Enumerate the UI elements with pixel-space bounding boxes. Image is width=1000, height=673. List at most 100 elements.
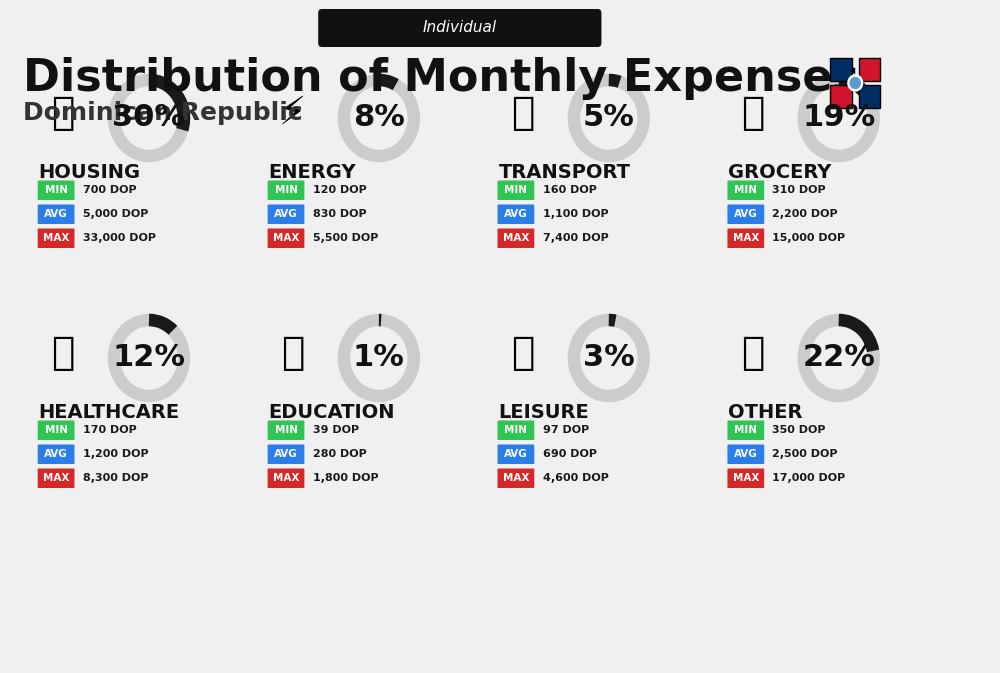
Text: MAX: MAX <box>733 234 759 244</box>
Text: 350 DOP: 350 DOP <box>772 425 826 435</box>
Text: OTHER: OTHER <box>728 404 803 423</box>
FancyBboxPatch shape <box>727 444 764 464</box>
Text: MIN: MIN <box>275 185 298 195</box>
Text: 33,000 DOP: 33,000 DOP <box>83 234 156 244</box>
Text: 170 DOP: 170 DOP <box>83 425 137 435</box>
FancyBboxPatch shape <box>268 180 304 200</box>
FancyBboxPatch shape <box>38 421 74 440</box>
Text: ENERGY: ENERGY <box>269 164 356 182</box>
Text: 1,100 DOP: 1,100 DOP <box>543 209 608 219</box>
Text: 5,000 DOP: 5,000 DOP <box>83 209 148 219</box>
FancyBboxPatch shape <box>268 205 304 224</box>
FancyBboxPatch shape <box>727 468 764 488</box>
FancyBboxPatch shape <box>830 85 852 108</box>
Text: 🛍: 🛍 <box>511 334 534 372</box>
FancyBboxPatch shape <box>498 229 534 248</box>
Text: 💰: 💰 <box>741 334 764 372</box>
Text: 19%: 19% <box>802 104 875 133</box>
Text: AVG: AVG <box>504 450 528 459</box>
Text: HOUSING: HOUSING <box>39 164 141 182</box>
Text: 1,800 DOP: 1,800 DOP <box>313 473 378 483</box>
Text: TRANSPORT: TRANSPORT <box>498 164 630 182</box>
Text: MAX: MAX <box>503 473 529 483</box>
FancyBboxPatch shape <box>318 9 601 47</box>
Text: 2,200 DOP: 2,200 DOP <box>772 209 838 219</box>
Text: 4,600 DOP: 4,600 DOP <box>543 473 608 483</box>
FancyBboxPatch shape <box>268 421 304 440</box>
Text: 97 DOP: 97 DOP <box>543 425 589 435</box>
Text: 3%: 3% <box>583 343 635 372</box>
Text: MIN: MIN <box>504 185 527 195</box>
Text: HEALTHCARE: HEALTHCARE <box>39 404 180 423</box>
Text: 🏥: 🏥 <box>51 334 74 372</box>
Text: MIN: MIN <box>45 185 68 195</box>
FancyBboxPatch shape <box>38 180 74 200</box>
Text: MIN: MIN <box>275 425 298 435</box>
FancyBboxPatch shape <box>268 229 304 248</box>
Text: 1,200 DOP: 1,200 DOP <box>83 450 148 459</box>
Text: AVG: AVG <box>734 450 758 459</box>
Text: 🛒: 🛒 <box>741 94 764 132</box>
FancyBboxPatch shape <box>498 468 534 488</box>
FancyBboxPatch shape <box>498 421 534 440</box>
Text: 120 DOP: 120 DOP <box>313 185 366 195</box>
Text: 690 DOP: 690 DOP <box>543 450 597 459</box>
Text: AVG: AVG <box>44 450 68 459</box>
FancyBboxPatch shape <box>498 444 534 464</box>
Text: AVG: AVG <box>504 209 528 219</box>
FancyBboxPatch shape <box>859 58 880 81</box>
Text: 15,000 DOP: 15,000 DOP <box>772 234 846 244</box>
Text: GROCERY: GROCERY <box>728 164 832 182</box>
Text: EDUCATION: EDUCATION <box>269 404 395 423</box>
FancyBboxPatch shape <box>727 229 764 248</box>
Text: 🏢: 🏢 <box>51 94 74 132</box>
Text: AVG: AVG <box>274 209 298 219</box>
FancyBboxPatch shape <box>498 180 534 200</box>
FancyBboxPatch shape <box>38 468 74 488</box>
Text: MAX: MAX <box>43 473 69 483</box>
Text: 830 DOP: 830 DOP <box>313 209 366 219</box>
Text: LEISURE: LEISURE <box>498 404 589 423</box>
Text: 12%: 12% <box>112 343 185 372</box>
Circle shape <box>850 77 860 89</box>
Text: 39 DOP: 39 DOP <box>313 425 359 435</box>
Circle shape <box>848 75 863 91</box>
Text: 30%: 30% <box>112 104 185 133</box>
Text: MAX: MAX <box>733 473 759 483</box>
Text: MIN: MIN <box>734 425 757 435</box>
Text: 5,500 DOP: 5,500 DOP <box>313 234 378 244</box>
Text: 7,400 DOP: 7,400 DOP <box>543 234 608 244</box>
Text: MAX: MAX <box>503 234 529 244</box>
Text: 160 DOP: 160 DOP <box>543 185 596 195</box>
FancyBboxPatch shape <box>498 205 534 224</box>
Text: Distribution of Monthly Expenses: Distribution of Monthly Expenses <box>23 57 859 100</box>
Text: MAX: MAX <box>273 234 299 244</box>
FancyBboxPatch shape <box>268 468 304 488</box>
Text: 8,300 DOP: 8,300 DOP <box>83 473 148 483</box>
Text: 🎓: 🎓 <box>281 334 304 372</box>
Text: 5%: 5% <box>583 104 635 133</box>
Text: MIN: MIN <box>45 425 68 435</box>
FancyBboxPatch shape <box>727 421 764 440</box>
Text: 1%: 1% <box>353 343 405 372</box>
FancyBboxPatch shape <box>727 205 764 224</box>
FancyBboxPatch shape <box>268 444 304 464</box>
Text: Individual: Individual <box>423 20 497 36</box>
FancyBboxPatch shape <box>38 205 74 224</box>
Text: 700 DOP: 700 DOP <box>83 185 136 195</box>
Text: 280 DOP: 280 DOP <box>313 450 366 459</box>
Text: 22%: 22% <box>802 343 875 372</box>
Text: MAX: MAX <box>273 473 299 483</box>
FancyBboxPatch shape <box>830 58 852 81</box>
Text: 310 DOP: 310 DOP <box>772 185 826 195</box>
Text: 8%: 8% <box>353 104 405 133</box>
Text: 17,000 DOP: 17,000 DOP <box>772 473 846 483</box>
FancyBboxPatch shape <box>859 85 880 108</box>
Text: 🚌: 🚌 <box>511 94 534 132</box>
Text: AVG: AVG <box>734 209 758 219</box>
Text: ⚡: ⚡ <box>279 94 306 132</box>
Text: AVG: AVG <box>274 450 298 459</box>
Text: 2,500 DOP: 2,500 DOP <box>772 450 838 459</box>
FancyBboxPatch shape <box>727 180 764 200</box>
Text: Dominican Republic: Dominican Republic <box>23 101 303 125</box>
